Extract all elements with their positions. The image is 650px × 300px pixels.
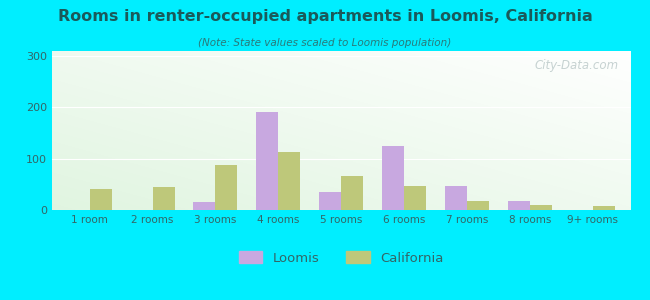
Bar bbox=[467, 201, 489, 210]
Bar bbox=[319, 192, 341, 210]
Legend: Loomis, California: Loomis, California bbox=[233, 246, 449, 270]
Bar bbox=[153, 187, 175, 210]
Bar bbox=[530, 205, 552, 210]
Bar bbox=[341, 176, 363, 210]
Text: Rooms in renter-occupied apartments in Loomis, California: Rooms in renter-occupied apartments in L… bbox=[58, 9, 592, 24]
Bar bbox=[382, 146, 404, 210]
Bar bbox=[404, 186, 426, 210]
Text: (Note: State values scaled to Loomis population): (Note: State values scaled to Loomis pop… bbox=[198, 38, 452, 47]
Bar bbox=[593, 206, 615, 210]
Bar bbox=[278, 152, 300, 210]
Bar bbox=[90, 190, 112, 210]
Text: City-Data.com: City-Data.com bbox=[535, 59, 619, 72]
Bar bbox=[445, 186, 467, 210]
Bar bbox=[256, 112, 278, 210]
Bar bbox=[194, 202, 216, 210]
Bar bbox=[216, 165, 237, 210]
Bar bbox=[508, 201, 530, 210]
